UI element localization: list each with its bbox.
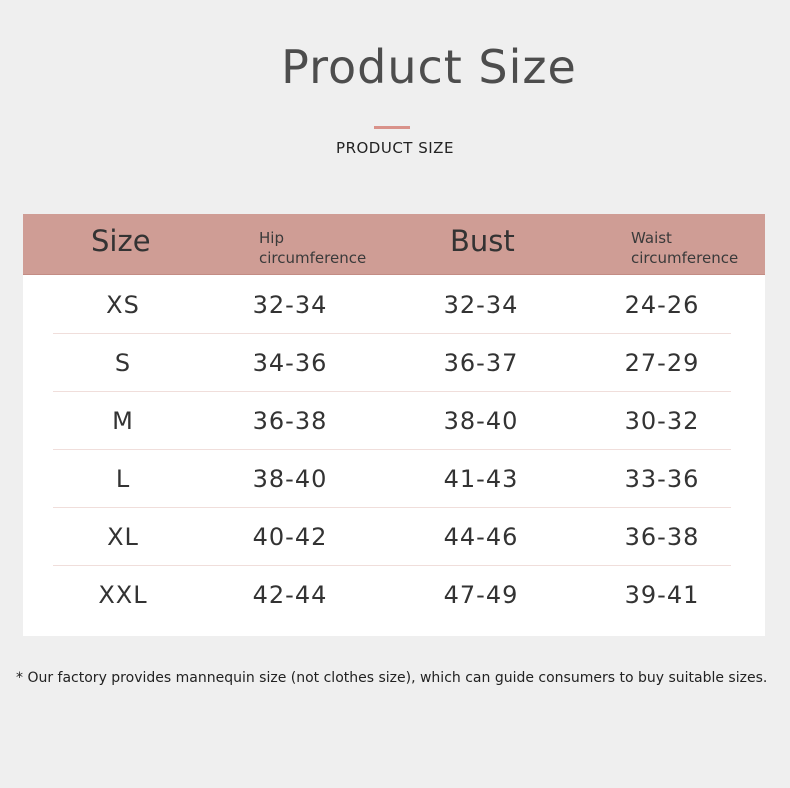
hip-cell: 34-36	[252, 349, 328, 377]
bust-cell: 36-37	[443, 349, 519, 377]
column-header-waist: Waist circumference	[631, 229, 739, 267]
row-divider	[53, 507, 731, 508]
footnote: * Our factory provides mannequin size (n…	[16, 670, 768, 686]
bust-cell: 32-34	[443, 291, 519, 319]
page-title: Product Size	[281, 40, 577, 94]
hip-cell: 38-40	[252, 465, 328, 493]
size-cell: XS	[106, 291, 140, 319]
size-table: Size Hip circumference Bust Waist circum…	[23, 214, 765, 636]
hip-cell: 32-34	[252, 291, 328, 319]
size-cell: L	[115, 465, 131, 493]
row-divider	[53, 565, 731, 566]
hip-cell: 42-44	[252, 581, 328, 609]
row-divider	[53, 333, 731, 334]
waist-cell: 30-32	[624, 407, 700, 435]
column-header-size: Size	[91, 224, 151, 258]
bust-cell: 44-46	[443, 523, 519, 551]
table-header: Size Hip circumference Bust Waist circum…	[23, 214, 765, 275]
waist-cell: 33-36	[624, 465, 700, 493]
column-header-hip: Hip circumference	[259, 229, 367, 267]
hip-cell: 40-42	[252, 523, 328, 551]
page-subtitle: PRODUCT SIZE	[336, 139, 454, 157]
table-row: XS 32-34 32-34 24-26	[53, 276, 731, 334]
table-row: S 34-36 36-37 27-29	[53, 334, 731, 392]
bust-cell: 47-49	[443, 581, 519, 609]
table-row: M 36-38 38-40 30-32	[53, 392, 731, 450]
size-cell: XL	[107, 523, 139, 551]
bust-cell: 41-43	[443, 465, 519, 493]
row-divider	[53, 449, 731, 450]
size-cell: XXL	[98, 581, 148, 609]
hip-cell: 36-38	[252, 407, 328, 435]
row-divider	[53, 391, 731, 392]
size-cell: M	[112, 407, 134, 435]
table-row: L 38-40 41-43 33-36	[53, 450, 731, 508]
title-accent-bar	[374, 126, 410, 129]
waist-cell: 36-38	[624, 523, 700, 551]
size-cell: S	[114, 349, 132, 377]
bust-cell: 38-40	[443, 407, 519, 435]
table-row: XXL 42-44 47-49 39-41	[53, 566, 731, 624]
waist-cell: 39-41	[624, 581, 700, 609]
waist-cell: 27-29	[624, 349, 700, 377]
table-row: XL 40-42 44-46 36-38	[53, 508, 731, 566]
waist-cell: 24-26	[624, 291, 700, 319]
column-header-bust: Bust	[450, 224, 515, 258]
